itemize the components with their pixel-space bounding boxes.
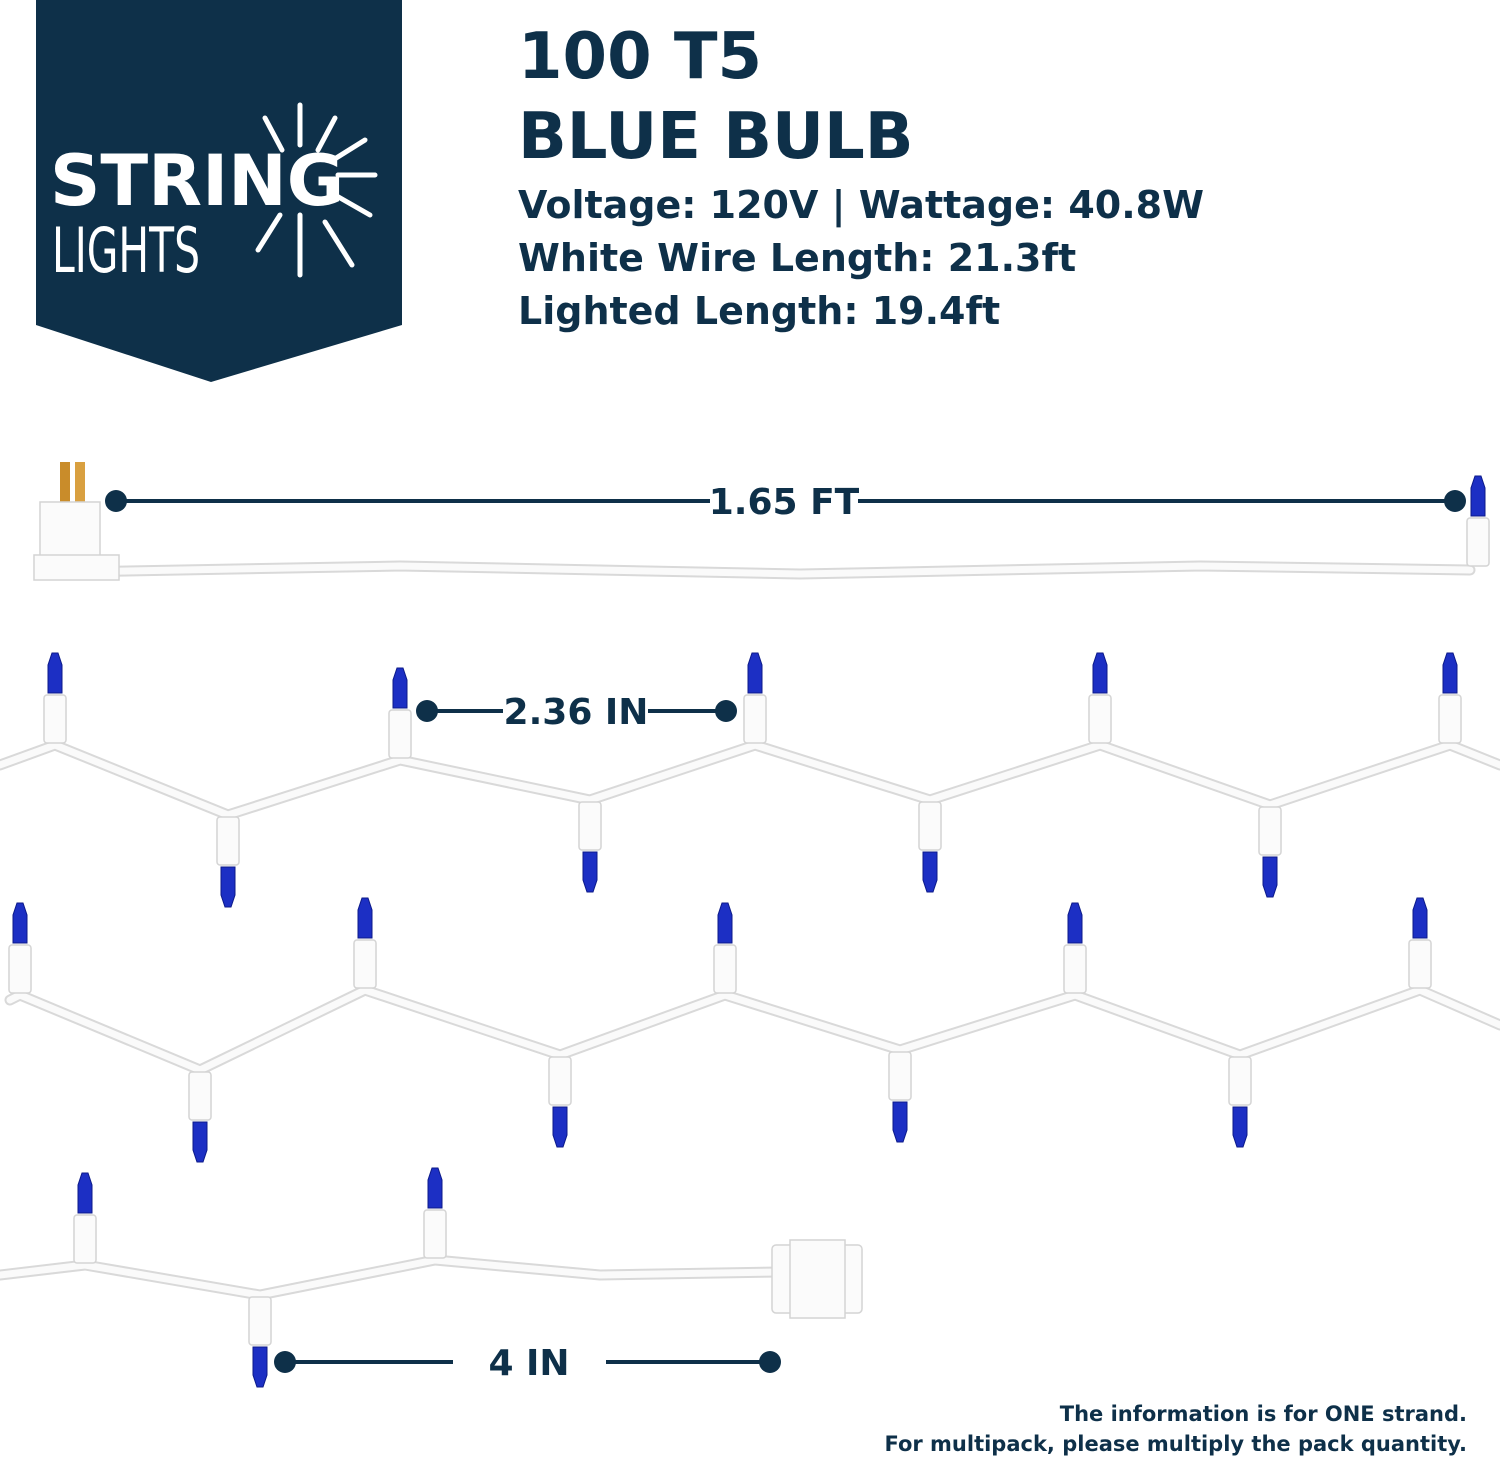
logo-line: STRING: [50, 140, 344, 222]
logo-line: LIGHTS: [52, 214, 200, 287]
wire: [0, 741, 1500, 819]
bulb-holder: [1408, 939, 1432, 989]
bulb-holder: [188, 1071, 212, 1121]
bulb-holder: [1088, 694, 1112, 744]
dimension-label: 4 IN: [488, 1343, 569, 1384]
bulb-holder: [388, 709, 412, 759]
bulb: [717, 902, 733, 944]
bulb-holder: [1228, 1056, 1252, 1106]
bulb-holder: [1438, 694, 1462, 744]
bulb: [1067, 902, 1083, 944]
wire: [6, 986, 1500, 1074]
bulb: [892, 1101, 908, 1143]
socket: [771, 1239, 863, 1319]
bulb: [1262, 856, 1278, 898]
wire: [0, 1254, 786, 1301]
title: 100 T5: [518, 20, 762, 94]
bulb: [47, 652, 63, 694]
dimension-lead: 1.65 FT: [105, 482, 1466, 523]
bulb-holder: [8, 944, 32, 994]
bulb: [77, 1172, 93, 1214]
bulb: [747, 652, 763, 694]
bulb: [1442, 652, 1458, 694]
bulb: [582, 851, 598, 893]
bulb-holder: [1258, 806, 1282, 856]
bulb-holder: [1466, 517, 1490, 567]
bulb-holder: [918, 801, 942, 851]
bulb-holder: [888, 1051, 912, 1101]
bulb: [1470, 475, 1486, 517]
title: BLUE BULB: [518, 100, 914, 174]
bulb-holder: [578, 801, 602, 851]
string-lights: [0, 475, 1500, 1388]
wire: [0, 1256, 784, 1299]
dimension-spacing: 2.36 IN: [416, 692, 737, 733]
dimension-label: 1.65 FT: [709, 482, 860, 523]
bulb-holder: [216, 816, 240, 866]
bulb-holder: [548, 1056, 572, 1106]
dimension-tail: 4 IN: [274, 1343, 781, 1384]
dimension-label: 2.36 IN: [504, 692, 649, 733]
bulb-holder: [353, 939, 377, 989]
bulb: [922, 851, 938, 893]
bulb-holder: [423, 1209, 447, 1259]
wire: [66, 562, 1474, 578]
spec: Voltage: 120V | Wattage: 40.8W: [518, 183, 1204, 228]
bulb-holder: [43, 694, 67, 744]
bulb: [1232, 1106, 1248, 1148]
logo-banner: [36, 0, 402, 382]
spec: Lighted Length: 19.4ft: [518, 289, 1000, 333]
bulb: [12, 902, 28, 944]
sun-rays: [255, 102, 378, 278]
bulb-holder: [743, 694, 767, 744]
bulb: [427, 1167, 443, 1209]
footnote: For multipack, please multiply the pack …: [884, 1432, 1467, 1456]
bulb: [357, 897, 373, 939]
bulb: [1092, 652, 1108, 694]
plug: [33, 462, 120, 581]
bulb-holder: [248, 1296, 272, 1346]
bulb: [192, 1121, 208, 1163]
bulb: [552, 1106, 568, 1148]
bulb-holder: [73, 1214, 97, 1264]
bulb: [220, 866, 236, 908]
bulb: [392, 667, 408, 709]
footnote: The information is for ONE strand.: [1060, 1402, 1467, 1426]
bulb: [252, 1346, 268, 1388]
bulb-holder: [713, 944, 737, 994]
bulb-holder: [1063, 944, 1087, 994]
bulb: [1412, 897, 1428, 939]
spec: White Wire Length: 21.3ft: [518, 236, 1076, 280]
